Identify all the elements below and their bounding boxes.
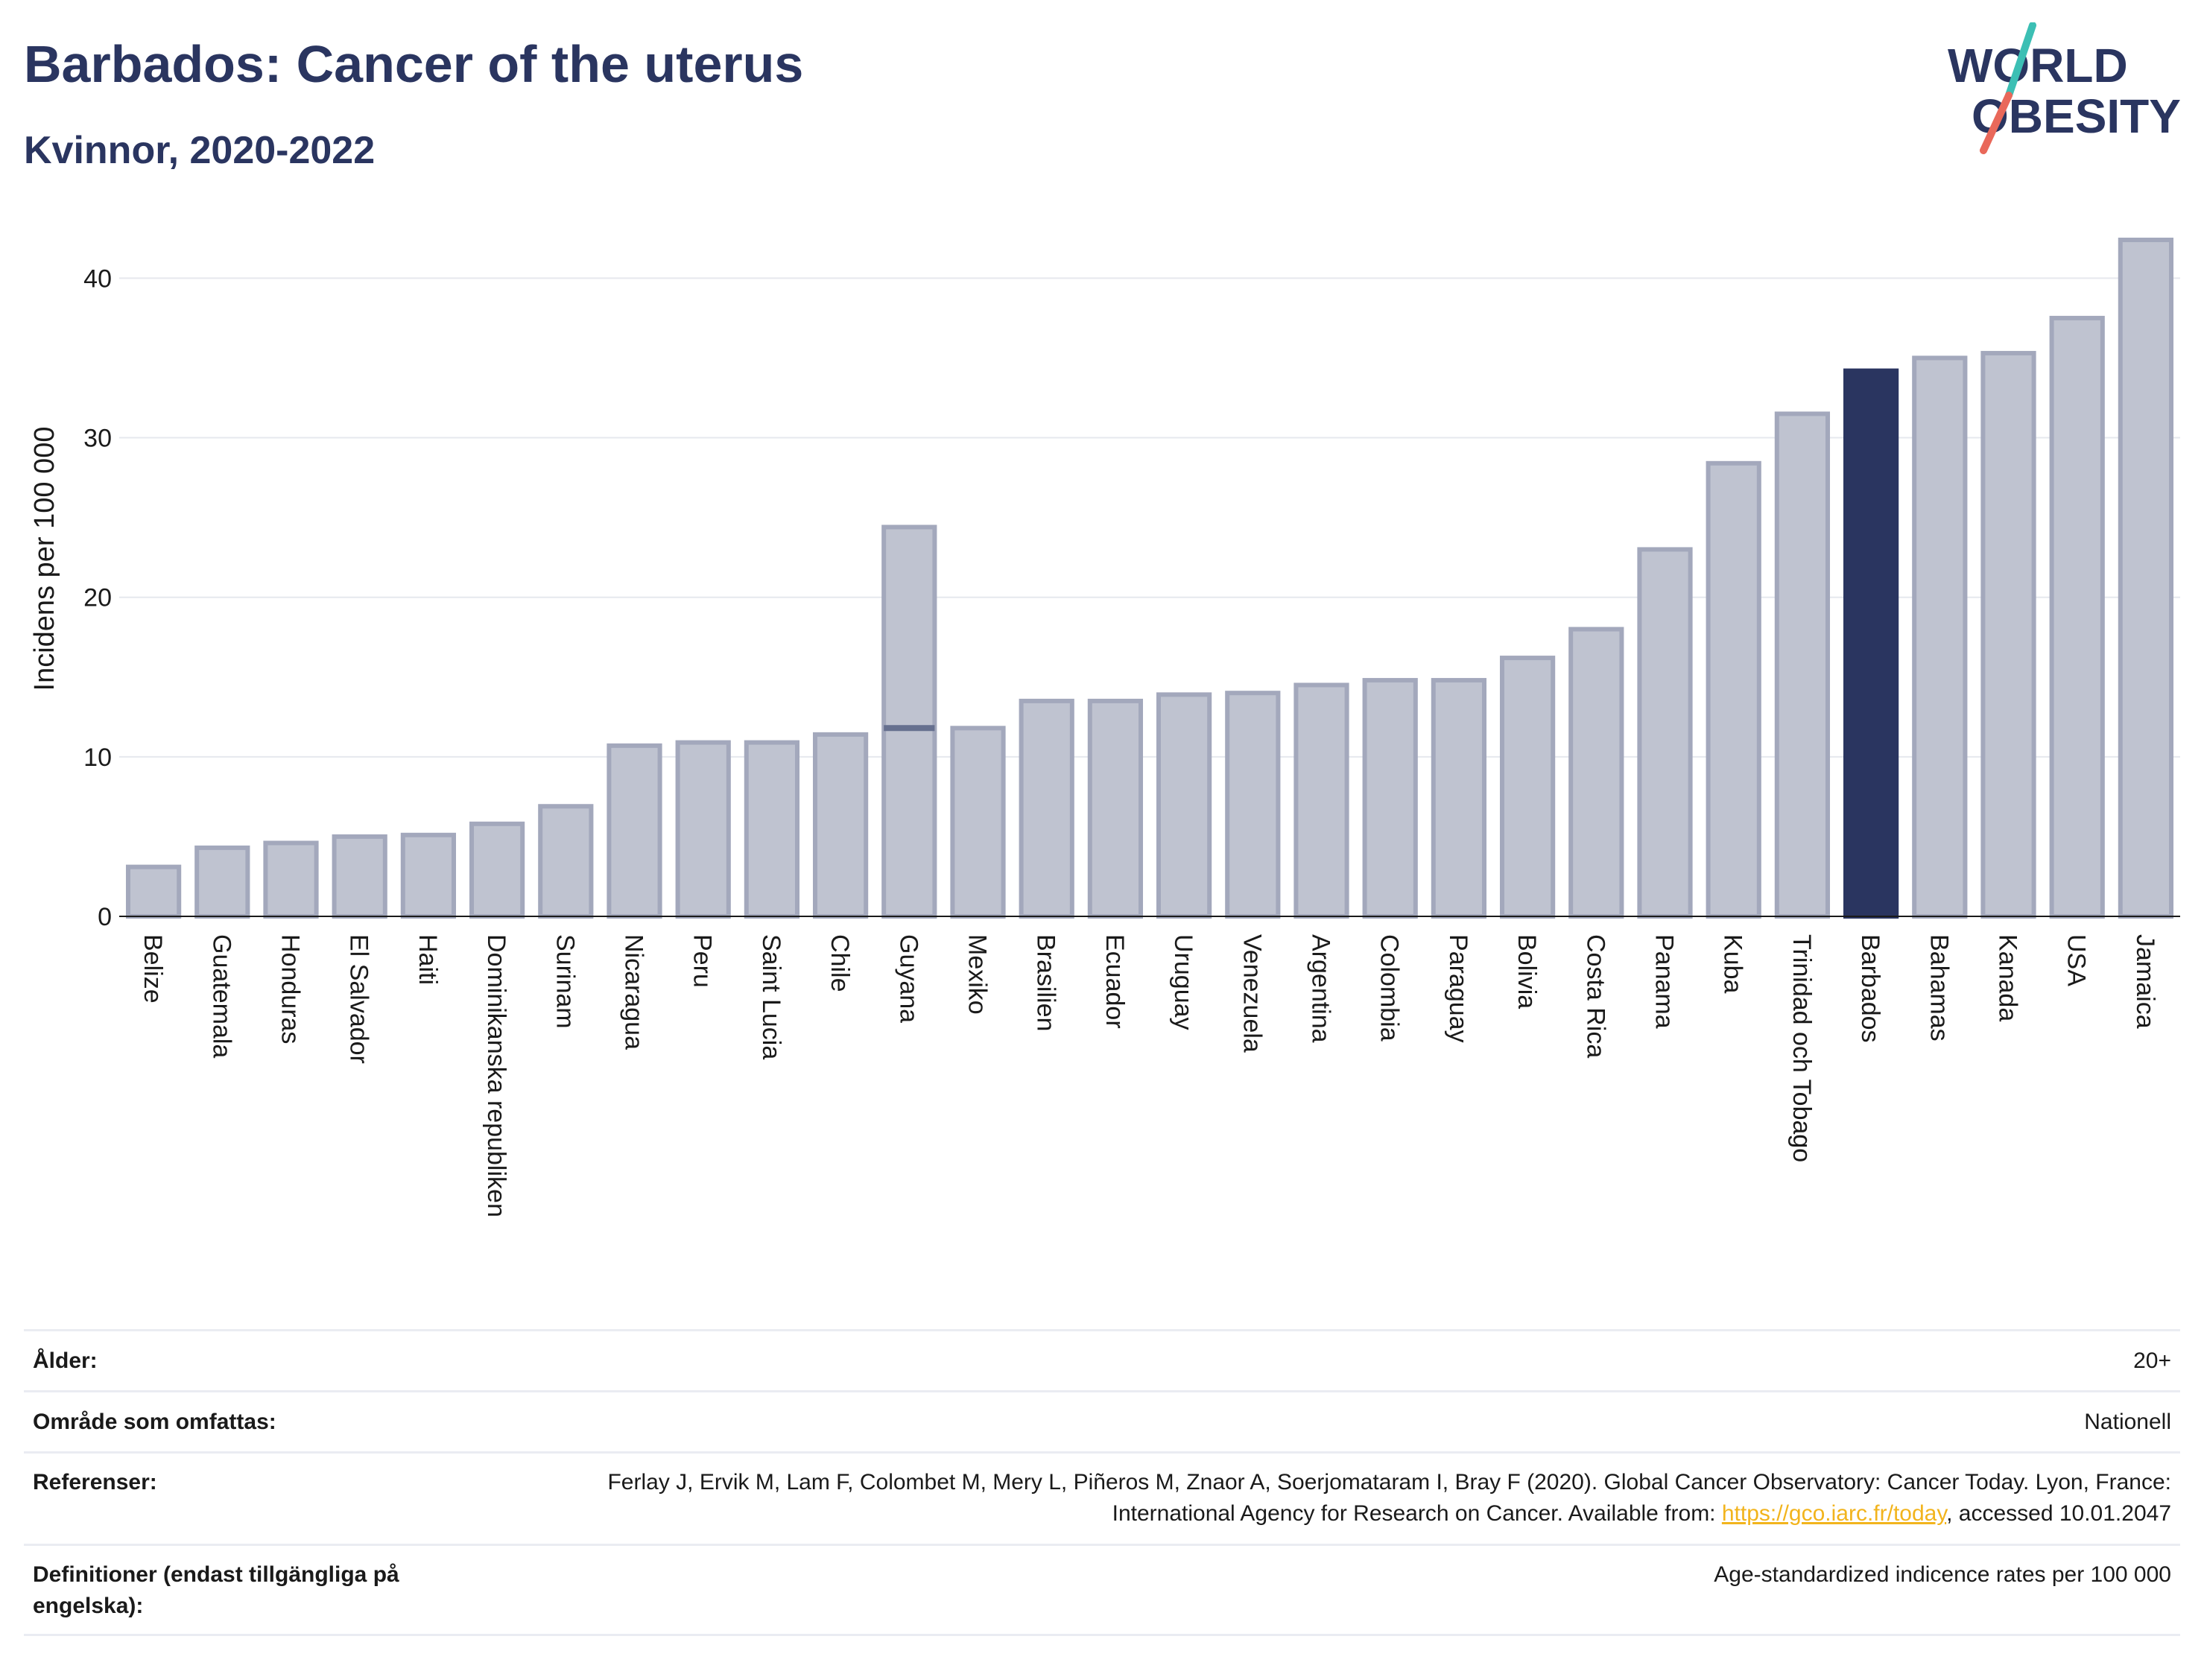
bar-chart: 0 10 20 30 40 Incidens per 100 000 Belize Gua…: [29, 238, 2180, 1217]
x-tick-label: Bolivia: [1513, 934, 1541, 1009]
chart-subtitle: Kvinnor, 2020-2022: [24, 129, 376, 172]
logo-slash-top-icon: [2005, 22, 2036, 99]
bar-kanada: [1980, 351, 2036, 919]
x-tick-label: Trinidad och Tobago: [1787, 934, 1816, 1162]
bar-guyana: [881, 524, 937, 919]
x-tick-label: Venezuela: [1238, 934, 1266, 1053]
x-tick-label: Honduras: [276, 934, 305, 1044]
bar-belize: [125, 864, 182, 919]
bar-guatemala: [194, 845, 250, 919]
world-obesity-logo: WORLD OBESITY: [1948, 22, 2181, 154]
bar-brasilien: [1019, 698, 1074, 919]
info-row-definitions: Definitioner (endast tillgängliga på eng…: [24, 1544, 2180, 1636]
x-tick-label: Belize: [139, 934, 167, 1004]
x-tick-label: Guatemala: [207, 934, 235, 1058]
x-tick-label: Panama: [1650, 934, 1679, 1029]
bar-usa: [2049, 315, 2105, 919]
x-tick-label: Ecuador: [1101, 934, 1129, 1029]
info-label-area: Område som omfattas:: [33, 1409, 276, 1434]
bar-nicaragua: [607, 743, 662, 919]
x-tick-label: Saint Lucia: [757, 934, 785, 1059]
info-label-definitions: Definitioner (endast tillgängliga på eng…: [33, 1562, 399, 1618]
x-tick-label: Colombia: [1375, 934, 1404, 1042]
bar-barbados: [1843, 368, 1899, 919]
bar-el-salvador: [332, 834, 387, 919]
bar-jamaica: [2118, 238, 2174, 919]
x-axis-ticks: Belize Guatemala Honduras El Salvador Haiti D…: [139, 934, 2159, 1217]
x-tick-label: Haiti: [414, 934, 442, 985]
info-row-references: Referenser: Ferlay J, Ervik M, Lam F, Co…: [24, 1451, 2180, 1544]
x-tick-label: Brasilien: [1032, 934, 1060, 1031]
x-tick-label: Kanada: [1994, 934, 2022, 1021]
logo-line1: WORLD: [1948, 39, 2128, 92]
x-tick-label: El Salvador: [345, 934, 373, 1064]
x-tick-label: Nicaragua: [620, 934, 648, 1050]
bar-panama: [1637, 547, 1693, 919]
x-tick-label: Costa Rica: [1581, 934, 1609, 1058]
bar-uruguay: [1156, 692, 1212, 919]
bar-kuba: [1706, 460, 1761, 919]
reference-link[interactable]: https://gco.iarc.fr/today: [1721, 1501, 1947, 1526]
x-tick-label: Uruguay: [1169, 934, 1197, 1030]
info-value-definitions: Age-standardized indicence rates per 100…: [1714, 1562, 2171, 1587]
info-value-area: Nationell: [2084, 1409, 2171, 1434]
bar-colombia: [1362, 678, 1418, 919]
x-tick-label: Mexiko: [963, 934, 992, 1015]
x-tick-label: Bahamas: [1925, 934, 1953, 1042]
x-tick-label: Chile: [826, 934, 854, 992]
bar-venezuela: [1225, 691, 1281, 919]
info-value-age: 20+: [2133, 1348, 2171, 1373]
bar-dominikanska-republiken: [469, 821, 525, 919]
bar-bolivia: [1499, 656, 1556, 919]
bar-chile: [812, 732, 869, 919]
x-tick-label: Guyana: [894, 934, 922, 1023]
gridlines: [119, 277, 2180, 758]
bar-haiti: [400, 832, 457, 919]
bar-argentina: [1293, 682, 1349, 919]
chart-title: Barbados: Cancer of the uterus: [24, 35, 804, 93]
y-tick-label: 20: [83, 584, 112, 612]
x-tick-label: Argentina: [1307, 934, 1335, 1043]
y-tick-label: 0: [98, 903, 112, 931]
x-tick-label: Peru: [688, 934, 717, 988]
y-tick-label: 30: [83, 425, 112, 453]
reference-text: Ferlay J, Ervik M, Lam F, Colombet M, Me…: [607, 1470, 2171, 1526]
info-row-area: Område som omfattas: Nationell: [24, 1390, 2180, 1451]
bar-mexiko: [950, 726, 1006, 919]
bar-paraguay: [1431, 678, 1487, 919]
reference-accessed: , accessed 10.01.2047: [1946, 1501, 2171, 1526]
y-axis-ticks: 0 10 20 30 40: [83, 264, 112, 931]
x-tick-label: Kuba: [1719, 934, 1747, 993]
bar-saint-lucia: [744, 740, 800, 919]
y-axis-label: Incidens per 100 000: [29, 427, 60, 691]
y-tick-label: 10: [83, 744, 112, 772]
bar-peru: [675, 740, 731, 919]
info-label-references: Referenser:: [33, 1470, 157, 1494]
info-row-age: Ålder: 20+: [24, 1329, 2180, 1390]
bar-honduras: [263, 840, 319, 919]
y-tick-label: 40: [83, 264, 112, 293]
logo-slash-bottom-icon: [1980, 92, 2013, 154]
bar-ecuador: [1087, 698, 1144, 919]
bar-costa-rica: [1568, 627, 1624, 919]
info-table: Ålder: 20+ Område som omfattas: Nationel…: [24, 1329, 2180, 1636]
bars: [125, 238, 2174, 919]
bar-surinam: [538, 804, 594, 919]
x-tick-label: USA: [2062, 934, 2091, 986]
bar-trinidad-och-tobago: [1774, 411, 1831, 919]
x-tick-label: Jamaica: [2131, 934, 2159, 1029]
info-value-references: Ferlay J, Ervik M, Lam F, Colombet M, Me…: [569, 1467, 2171, 1544]
x-tick-label: Surinam: [551, 934, 579, 1029]
x-tick-label: Dominikanska republiken: [482, 934, 510, 1217]
x-tick-label: Barbados: [1856, 934, 1884, 1043]
info-label-age: Ålder:: [33, 1348, 98, 1373]
x-tick-label: Paraguay: [1444, 934, 1472, 1043]
bar-bahamas: [1912, 355, 1968, 919]
